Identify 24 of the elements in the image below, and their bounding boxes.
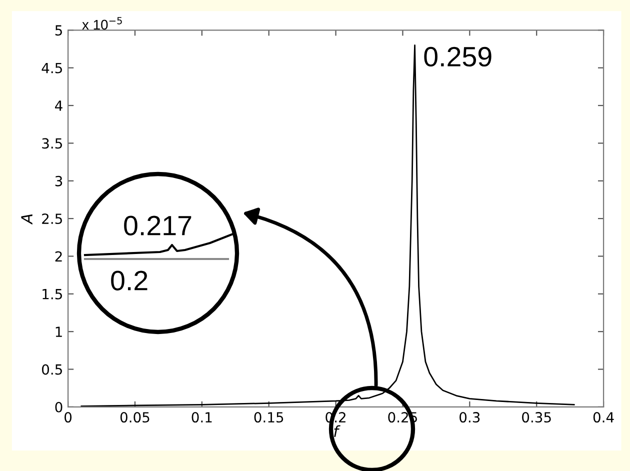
- y-tick-label: 4.5: [42, 62, 62, 74]
- text: x 10$^{−5}$: [82, 17, 122, 30]
- y-axis-title: A: [21, 214, 32, 225]
- y-tick-label: 3.5: [42, 138, 62, 149]
- x-tick-label: 0.3: [460, 412, 480, 423]
- x-axis-title: f: [334, 425, 340, 437]
- x-tick-label: 0.05: [120, 412, 150, 423]
- y-tick-label: 1.5: [42, 289, 62, 300]
- x-tick-label: 0.35: [522, 412, 551, 423]
- y-tick-label: 1: [56, 326, 62, 337]
- x-tick-label: 0: [64, 412, 72, 423]
- y-tick-label: 3: [55, 176, 62, 186]
- x-tick-label: 0.15: [254, 412, 284, 423]
- y-tick-label: 4: [55, 100, 62, 111]
- x-tick-label: 0.4: [593, 412, 614, 423]
- annotation: 0.2: [111, 270, 148, 290]
- y-tick-label: 5: [55, 25, 62, 36]
- y-tick-label: 2: [55, 251, 62, 262]
- x-tick-label: 0.1: [192, 412, 212, 423]
- y-tick-label: 0: [55, 402, 62, 412]
- y-tick-label: 2.5: [42, 214, 62, 224]
- annotation: 0.259: [424, 46, 492, 67]
- y-tick-label: 0.5: [42, 364, 62, 375]
- annotation: 0.217: [124, 216, 192, 236]
